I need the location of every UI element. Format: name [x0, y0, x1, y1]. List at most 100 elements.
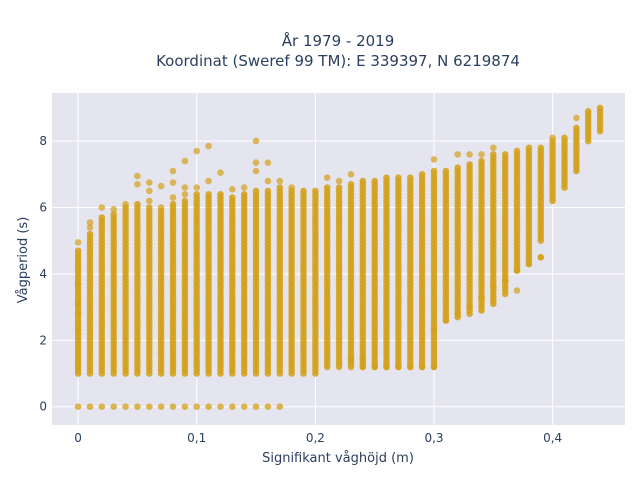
data-point	[146, 179, 153, 186]
data-point	[300, 187, 307, 195]
data-point	[74, 310, 82, 318]
data-point	[252, 137, 260, 145]
data-point	[134, 200, 141, 208]
data-point	[430, 327, 438, 334]
data-point	[98, 214, 106, 221]
data-point	[347, 171, 355, 178]
data-point	[525, 260, 533, 268]
data-points	[74, 104, 604, 411]
data-point	[490, 144, 497, 152]
data-point	[169, 194, 177, 201]
data-point	[371, 177, 379, 185]
data-point	[122, 403, 129, 411]
data-point	[418, 363, 426, 371]
data-point	[157, 204, 165, 211]
data-point	[205, 177, 212, 185]
data-point	[395, 363, 402, 371]
data-point	[430, 363, 438, 371]
data-point	[134, 172, 141, 180]
data-point	[264, 159, 272, 166]
data-point	[252, 403, 260, 411]
data-point	[74, 247, 82, 254]
data-point	[134, 181, 141, 188]
data-point	[347, 181, 355, 188]
data-point	[146, 197, 153, 205]
data-point	[478, 293, 485, 301]
data-point	[323, 184, 331, 191]
data-point	[466, 161, 473, 168]
data-point	[288, 184, 295, 191]
data-point	[205, 403, 212, 411]
data-point	[359, 355, 367, 362]
data-point	[347, 355, 355, 362]
data-point	[205, 142, 212, 150]
data-point	[359, 363, 367, 371]
data-point	[537, 253, 545, 261]
data-point	[169, 179, 177, 186]
data-point	[110, 205, 117, 213]
data-point	[86, 224, 94, 231]
data-point	[264, 403, 272, 411]
data-point	[240, 403, 248, 411]
data-point	[157, 403, 165, 411]
data-point	[501, 277, 509, 284]
data-point	[525, 144, 533, 152]
y-tick-label: 4	[39, 267, 47, 281]
data-point	[146, 403, 153, 411]
data-point	[252, 187, 260, 195]
y-tick-label: 8	[39, 134, 47, 148]
data-point	[122, 200, 129, 208]
data-point	[181, 184, 189, 191]
data-point	[596, 104, 604, 112]
data-point	[86, 403, 94, 411]
data-point	[134, 403, 141, 411]
data-point	[146, 204, 153, 211]
data-point	[383, 174, 390, 181]
data-point	[513, 287, 521, 294]
data-point	[454, 310, 462, 318]
data-point	[252, 167, 260, 175]
x-tick-label: 0,4	[543, 431, 562, 445]
y-tick-label: 2	[39, 333, 47, 347]
data-point	[312, 187, 319, 195]
data-point	[146, 187, 153, 195]
data-point	[478, 151, 485, 158]
data-point	[169, 200, 177, 208]
data-point	[193, 147, 200, 155]
data-point	[74, 403, 82, 411]
data-point	[240, 184, 248, 191]
data-point	[549, 134, 556, 142]
data-point	[169, 403, 177, 411]
data-point	[371, 363, 379, 371]
data-point	[74, 280, 82, 288]
data-point	[229, 194, 236, 201]
data-point	[383, 363, 390, 371]
data-point	[442, 317, 450, 324]
x-tick-label: 0,3	[424, 431, 443, 445]
data-point	[98, 403, 106, 411]
data-point	[335, 177, 343, 185]
data-point	[573, 114, 580, 122]
data-point	[276, 184, 284, 191]
x-tick-label: 0	[74, 431, 82, 445]
data-point	[407, 174, 414, 181]
data-point	[110, 403, 117, 411]
data-point	[573, 124, 580, 132]
data-point	[276, 177, 284, 185]
data-point	[264, 177, 272, 185]
data-point	[229, 403, 236, 411]
data-point	[181, 197, 189, 205]
data-point	[407, 363, 414, 371]
data-point	[323, 174, 331, 181]
data-point	[193, 403, 200, 411]
data-point	[217, 169, 224, 176]
data-point	[181, 191, 189, 198]
data-point	[74, 300, 82, 308]
data-point	[276, 403, 284, 411]
data-point	[181, 403, 189, 411]
x-axis-title: Signifikant våghöjd (m)	[262, 451, 414, 466]
data-point	[98, 204, 106, 211]
data-point	[490, 283, 497, 291]
